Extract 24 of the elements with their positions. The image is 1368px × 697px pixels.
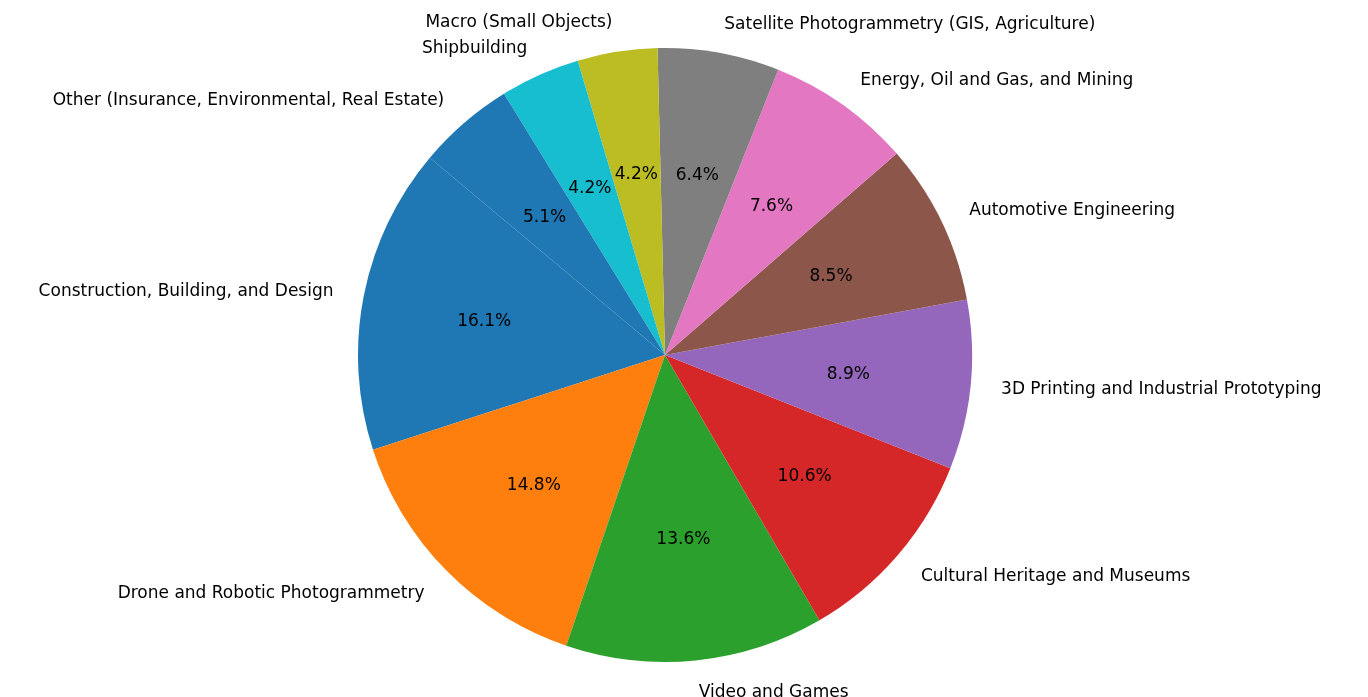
data-label: 5.1% [522,205,567,226]
slice-label: Cultural Heritage and Museums [920,565,1191,586]
data-label: 14.8% [506,474,561,495]
data-label: 16.1% [457,309,512,330]
slice-label: Energy, Oil and Gas, and Mining [860,69,1134,90]
slice-label: Video and Games [698,680,849,697]
slice-label: Satellite Photogrammetry (GIS, Agriculture) [724,12,1096,33]
pie-slice [665,299,972,469]
data-label: 13.6% [656,528,711,549]
data-label: 7.6% [749,194,794,215]
data-label: 4.2% [614,163,658,183]
data-label: 8.5% [809,265,853,286]
slice-label: Drone and Robotic Photogrammetry [117,582,425,603]
slice-label: Automotive Engineering [969,198,1176,219]
data-label: 10.6% [777,465,832,486]
slice-label: Shipbuilding [422,36,528,57]
data-label: 6.4% [675,163,719,184]
pie-slice [665,153,967,355]
slice-label: Construction, Building, and Design [38,280,334,301]
data-label: 4.2% [568,176,612,197]
slice-label: 3D Printing and Industrial Prototyping [1001,378,1322,399]
slice-label: Other (Insurance, Environmental, Real Estate) [52,89,445,110]
data-label: 8.9% [826,362,870,383]
slice-label: Macro (Small Objects) [425,11,613,32]
